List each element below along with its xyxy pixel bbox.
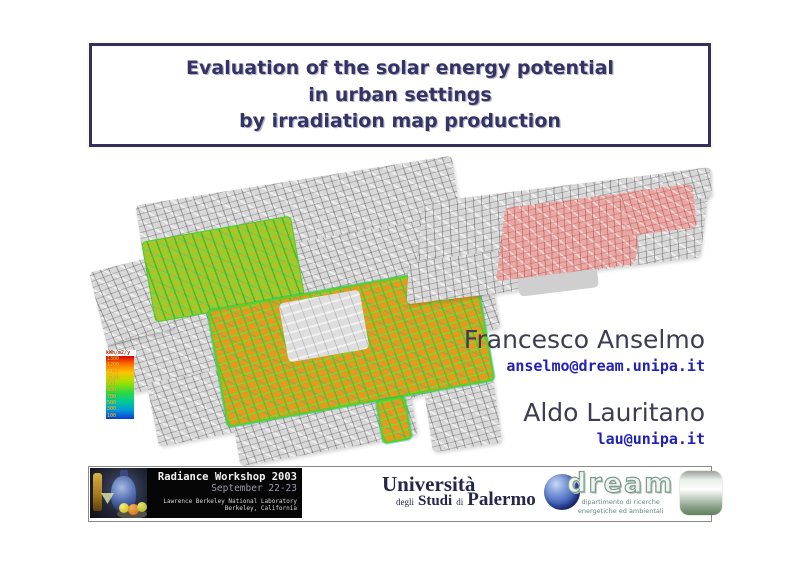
legend-colorbar: 1300 1200 1100 1000 900 800 700 500 300 … [106, 356, 134, 419]
radiance-workshop-title: Radiance Workshop 2003 [157, 471, 297, 483]
radiance-workshop-org: Lawrence Berkeley National Laboratory [163, 498, 297, 505]
unipa-logo: Università degli Studi di Palermo [382, 474, 580, 510]
radiance-workshop-location: Berkeley, California [224, 504, 297, 512]
author-name: Aldo Lauritano [523, 397, 705, 427]
dream-gradient-badge [680, 471, 723, 515]
city-model-figure [405, 167, 720, 318]
apple-shape [137, 502, 147, 512]
unipa-word-di: di [456, 497, 464, 507]
author-email: lau@unipa.it [596, 429, 705, 448]
author-name: Francesco Anselmo [463, 325, 705, 354]
spacer [464, 375, 705, 399]
lemon-shape [119, 503, 129, 513]
glass-shape [101, 493, 114, 504]
radiance-still-life-image [90, 468, 147, 518]
title-line-3: by irradiation map production [239, 110, 561, 133]
unipa-logo-subline: degli Studi di Palermo [382, 490, 536, 509]
legend-units-label: kWh/m2/y [106, 350, 136, 356]
legend-tick: 800 [107, 387, 117, 394]
radiance-workshop-dates: September 22-23 [211, 483, 297, 494]
irradiation-legend: kWh/m2/y 1300 1200 1100 1000 900 800 700… [106, 350, 136, 419]
globe-icon [543, 474, 580, 510]
legend-tick: 1200 [107, 362, 120, 369]
legend-tick: 1100 [107, 368, 120, 375]
radiance-banner-text: Radiance Workshop 2003 September 22-23 L… [147, 468, 302, 518]
legend-tick: 500 [107, 400, 117, 407]
gold-bottle-shape [93, 473, 102, 511]
authors-block: Francesco Anselmo anselmo@dream.unipa.it… [463, 325, 705, 448]
footer-logo-strip: Radiance Workshop 2003 September 22-23 L… [88, 466, 723, 522]
dream-subtitle-line2: energetiche ed ambientali [577, 507, 664, 515]
legend-tick: 700 [107, 393, 117, 400]
dream-logo: dream dipartimento di ricerche energetic… [566, 468, 723, 515]
radiance-workshop-banner: Radiance Workshop 2003 September 22-23 L… [90, 468, 302, 518]
orange-shape [128, 504, 139, 515]
author-email: anselmo@dream.unipa.it [506, 356, 705, 375]
title-line-1: Evaluation of the solar energy potential [186, 57, 614, 80]
legend-tick: 300 [107, 406, 117, 413]
title-box: Evaluation of the solar energy potential… [87, 41, 713, 149]
legend-tick: 1300 [107, 356, 120, 362]
legend-tick: 100 [107, 412, 117, 419]
dream-logo-text: dream dipartimento di ricerche energetic… [566, 468, 675, 515]
bottle-neck-shape [120, 470, 128, 480]
unipa-word-studi: Studi [418, 493, 453, 509]
unipa-word-universita: Università [382, 472, 476, 496]
unipa-word-palermo: Palermo [467, 489, 536, 510]
unipa-logo-text: Università degli Studi di Palermo [382, 472, 536, 510]
highlighted-zone [620, 183, 698, 237]
title-line-2: in urban settings [308, 83, 492, 106]
dream-subtitle-line1: dipartimento di ricerche [581, 498, 660, 506]
legend-tick: 1000 [107, 374, 120, 381]
legend-tick: 900 [107, 381, 117, 388]
unipa-word-degli: degli [396, 497, 414, 507]
dream-wordmark: dream [566, 468, 675, 499]
